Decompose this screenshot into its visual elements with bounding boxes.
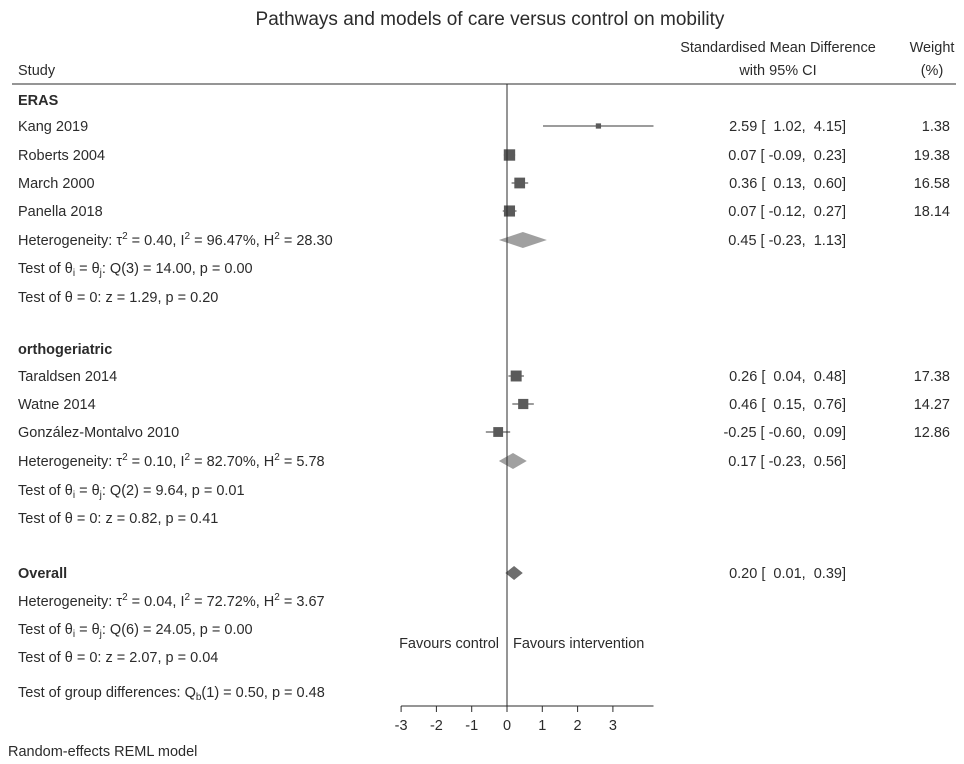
overall-pooled-diamond	[505, 566, 523, 580]
study-name: Roberts 2004	[18, 148, 105, 164]
study-row: Watne 2014 0.46 [ 0.15, 0.76] 14.27	[18, 397, 950, 413]
group-label-orthogeriatric: orthogeriatric	[18, 342, 112, 358]
effect-ci-text: 0.07 [ -0.12, 0.27]	[728, 204, 846, 220]
heterogeneity-text: Heterogeneity: τ2 = 0.40, I2 = 96.47%, H…	[18, 231, 333, 249]
weight-text: 19.38	[914, 148, 950, 164]
group-label-eras: ERAS	[18, 93, 59, 109]
group-pooled-diamond	[498, 453, 527, 469]
study-marker	[503, 149, 516, 161]
x-tick-label: -2	[430, 718, 443, 734]
x-tick-label: 0	[503, 718, 511, 734]
pooled-ci-text: 0.17 [ -0.23, 0.56]	[728, 454, 846, 470]
overall-heterogeneity-text: Heterogeneity: τ2 = 0.04, I2 = 72.72%, H…	[18, 592, 325, 610]
study-name: González-Montalvo 2010	[18, 425, 179, 441]
overall-label: Overall	[18, 566, 67, 582]
study-name: Panella 2018	[18, 204, 103, 220]
study-row: March 2000 0.36 [ 0.13, 0.60] 16.58	[18, 176, 950, 192]
group-difference-test-text: Test of group differences: Qb(1) = 0.50,…	[18, 685, 325, 703]
study-marker	[518, 398, 529, 410]
weight-text: 17.38	[914, 369, 950, 385]
effect-ci-text: 0.07 [ -0.09, 0.23]	[728, 148, 846, 164]
favours-intervention-label: Favours intervention	[513, 636, 644, 652]
favours-control-label: Favours control	[399, 636, 499, 652]
overall-row: Overall 0.20 [ 0.01, 0.39]	[18, 566, 846, 582]
weight-text: 1.38	[922, 119, 950, 135]
weight-text: 18.14	[914, 204, 950, 220]
study-row: Kang 2019 2.59 [ 1.02, 4.15] 1.38	[18, 119, 950, 135]
study-name: Kang 2019	[18, 119, 88, 135]
study-marker	[510, 370, 522, 382]
weight-header-line1: Weight	[910, 40, 955, 56]
pooled-ci-text: 0.45 [ -0.23, 1.13]	[728, 233, 846, 249]
effect-ci-text: -0.25 [ -0.60, 0.09]	[723, 425, 846, 441]
study-row: Roberts 2004 0.07 [ -0.09, 0.23] 19.38	[18, 148, 950, 164]
effect-ci-text: 0.26 [ 0.04, 0.48]	[729, 369, 846, 385]
study-marker	[503, 205, 516, 217]
homogeneity-test-text: Test of θi = θj: Q(3) = 14.00, p = 0.00	[18, 261, 253, 279]
study-row: González-Montalvo 2010 -0.25 [ -0.60, 0.…	[18, 425, 950, 441]
group-pooled-diamond	[498, 232, 547, 248]
heterogeneity-text: Heterogeneity: τ2 = 0.10, I2 = 82.70%, H…	[18, 452, 325, 470]
weight-text: 16.58	[914, 176, 950, 192]
weight-text: 14.27	[914, 397, 950, 413]
weight-text: 12.86	[914, 425, 950, 441]
x-tick-label: -3	[395, 718, 408, 734]
overall-ci-text: 0.20 [ 0.01, 0.39]	[729, 566, 846, 582]
study-marker	[595, 123, 602, 129]
effect-test-text: Test of θ = 0: z = 0.82, p = 0.41	[18, 511, 218, 527]
heterogeneity-row: Heterogeneity: τ2 = 0.40, I2 = 96.47%, H…	[18, 231, 846, 249]
homogeneity-test-text: Test of θi = θj: Q(2) = 9.64, p = 0.01	[18, 483, 245, 501]
study-header: Study	[18, 63, 56, 79]
x-tick-label: 1	[538, 718, 546, 734]
effect-header-line1: Standardised Mean Difference	[680, 40, 876, 56]
effect-ci-text: 2.59 [ 1.02, 4.15]	[729, 119, 846, 135]
model-note: Random-effects REML model	[8, 744, 197, 760]
effect-ci-text: 0.46 [ 0.15, 0.76]	[729, 397, 846, 413]
effect-header-line2: with 95% CI	[738, 63, 816, 79]
study-marker	[514, 177, 526, 189]
study-marker	[493, 427, 504, 437]
x-axis-ticks: -3 -2 -1 0 1 2 3	[395, 706, 617, 734]
x-tick-label: -1	[465, 718, 478, 734]
x-tick-label: 3	[609, 718, 617, 734]
overall-homogeneity-text: Test of θi = θj: Q(6) = 24.05, p = 0.00	[18, 622, 253, 640]
effect-test-text: Test of θ = 0: z = 1.29, p = 0.20	[18, 290, 218, 306]
study-row: Panella 2018 0.07 [ -0.12, 0.27] 18.14	[18, 204, 950, 220]
chart-title: Pathways and models of care versus contr…	[256, 9, 725, 30]
weight-header-line2: (%)	[921, 63, 944, 79]
effect-ci-text: 0.36 [ 0.13, 0.60]	[729, 176, 846, 192]
study-name: Taraldsen 2014	[18, 369, 117, 385]
study-row: Taraldsen 2014 0.26 [ 0.04, 0.48] 17.38	[18, 369, 950, 385]
heterogeneity-row: Heterogeneity: τ2 = 0.10, I2 = 82.70%, H…	[18, 452, 846, 470]
study-name: March 2000	[18, 176, 95, 192]
x-tick-label: 2	[574, 718, 582, 734]
overall-effect-test-text: Test of θ = 0: z = 2.07, p = 0.04	[18, 650, 218, 666]
study-name: Watne 2014	[18, 397, 96, 413]
